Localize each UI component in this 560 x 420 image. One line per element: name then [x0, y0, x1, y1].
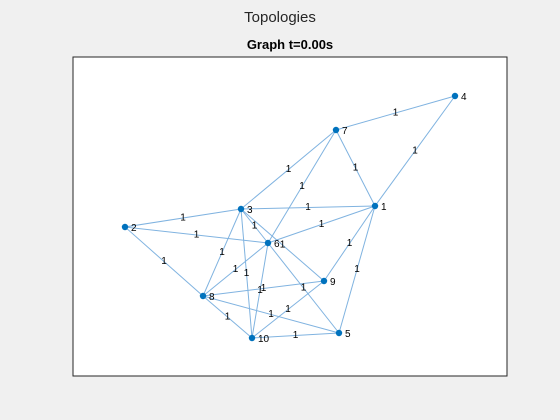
edge-weight-label: 1 [393, 108, 399, 119]
node-label: 10 [258, 334, 270, 345]
edge-weight-label: 1 [280, 240, 286, 251]
edge-3-6 [240, 208, 269, 244]
node-label: 9 [330, 277, 336, 288]
node-label: 7 [342, 126, 348, 137]
edge-weight-label: 1 [347, 238, 353, 249]
edge-weight-label: 1 [319, 219, 325, 230]
edge-weight-label: 1 [180, 213, 186, 224]
edge-3-9 [240, 208, 325, 282]
edge-2-8 [124, 226, 204, 297]
node-3 [237, 205, 245, 213]
edge-weight-label: 1 [225, 312, 231, 323]
node-label: 1 [381, 202, 387, 213]
edge-3-1 [240, 205, 376, 210]
edge-weight-label: 1 [261, 283, 267, 294]
edge-weight-label: 1 [299, 181, 305, 192]
axes-title: Graph t=0.00s [246, 37, 334, 52]
edge-weight-label: 1 [301, 283, 307, 294]
node-5 [335, 329, 343, 337]
node-9 [320, 277, 328, 285]
edge-weight-label: 1 [233, 264, 239, 275]
edge-6-8 [202, 242, 269, 297]
edge-8-10 [202, 295, 253, 339]
edge-2-3 [124, 208, 242, 228]
edge-8-9 [202, 280, 325, 297]
node-label: 3 [247, 205, 253, 216]
edge-3-10 [240, 208, 253, 339]
edge-weight-label: 1 [353, 163, 359, 174]
edge-weight-label: 1 [268, 309, 274, 320]
edge-10-5 [251, 332, 340, 339]
node-label: 5 [345, 329, 351, 340]
edge-weight-label: 1 [161, 256, 167, 267]
edge-4-7 [335, 95, 456, 131]
figure-suptitle: Topologies [244, 9, 316, 26]
node-label: 2 [131, 223, 137, 234]
node-8 [199, 292, 207, 300]
edge-weight-label: 1 [244, 268, 250, 279]
node-1 [371, 202, 379, 210]
node-2 [121, 223, 129, 231]
edge-6-1 [267, 205, 376, 244]
edge-6-5 [267, 242, 340, 334]
node-label-layer: 1 2 3 4 5 6 7 8 9 10 [131, 92, 467, 345]
edge-weight-label: 1 [286, 164, 292, 175]
edge-9-10 [251, 280, 325, 339]
node-7 [332, 126, 340, 134]
edge-layer [124, 95, 456, 339]
node-label: 4 [461, 92, 467, 103]
edge-weight-label: 1 [354, 264, 360, 275]
node-label: 8 [209, 292, 215, 303]
edge-8-5 [202, 295, 340, 334]
node-layer [121, 92, 459, 342]
edge-7-3 [240, 129, 337, 210]
edge-3-8 [202, 208, 242, 297]
edge-1-5 [338, 205, 376, 334]
edge-weight-label: 1 [252, 221, 258, 232]
axes-box [72, 56, 508, 377]
node-4 [451, 92, 459, 100]
edge-weight-label: 1 [194, 230, 200, 241]
edge-7-6 [267, 129, 337, 244]
edge-weight-label: 1 [412, 146, 418, 157]
edge-weight-label: 1 [219, 247, 225, 258]
node-10 [248, 334, 256, 342]
edge-1-9 [323, 205, 376, 282]
edge-6-10 [251, 242, 269, 339]
node-label: 6 [274, 239, 280, 250]
edge-weight-label: 1 [305, 202, 311, 213]
edge-weight-label: 1 [293, 330, 299, 341]
edge-weight-label: 1 [285, 304, 291, 315]
node-6 [264, 239, 272, 247]
edge-7-1 [335, 129, 376, 207]
edge-4-1 [374, 95, 456, 207]
edge-weight-label: 1 [257, 285, 263, 296]
